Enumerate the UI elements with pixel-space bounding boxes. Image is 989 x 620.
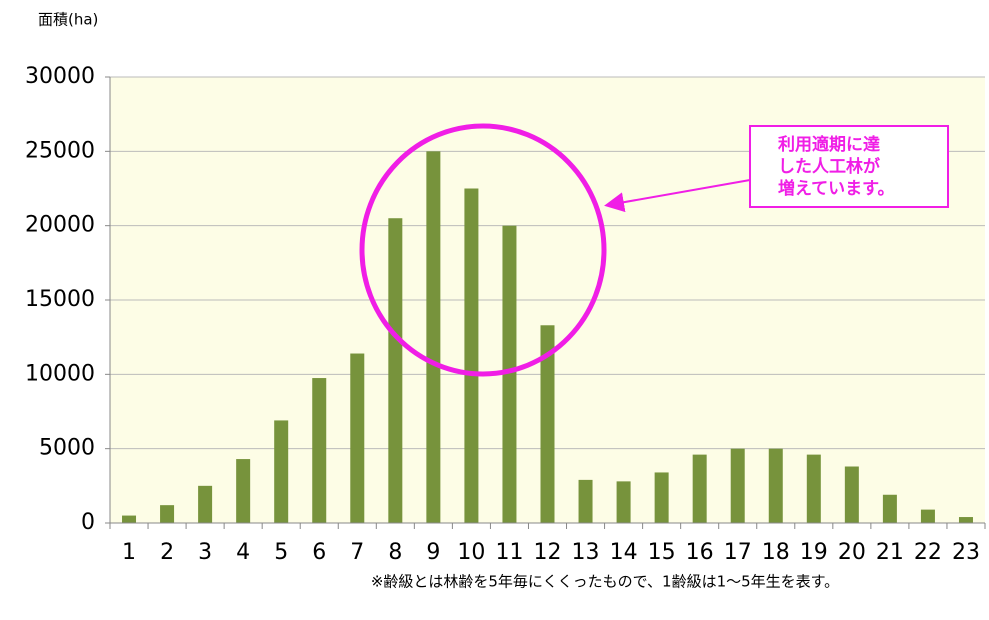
callout-text: 増えています。 [778,178,894,199]
bar [692,454,707,523]
bar [236,459,251,523]
y-tick-label: 30000 [25,64,95,89]
y-axis-label: 面積(ha) [38,11,98,29]
bar [160,505,175,523]
x-tick-label: 1 [122,540,136,565]
x-tick-label: 22 [914,540,942,565]
x-tick-label: 3 [198,540,212,565]
bar [426,151,441,524]
x-tick-label: 5 [274,540,288,565]
bar [464,188,479,523]
bar [350,353,365,523]
x-tick-label: 13 [572,540,600,565]
y-tick-label: 15000 [25,287,95,312]
bar [882,494,897,523]
callout-arrow [604,179,751,213]
footnote: ※齢級とは林齢を5年毎にくくったもので、1齢級は1～5年生を表す。 [371,573,839,591]
bar [540,325,555,523]
bar [198,485,213,523]
bar [806,454,821,523]
callout-box [749,125,949,208]
x-tick-label: 7 [350,540,364,565]
bar [578,479,593,523]
x-tick-label: 18 [762,540,790,565]
x-tick-label: 23 [952,540,980,565]
x-tick-label: 2 [160,540,174,565]
bar [844,466,859,523]
x-tick-label: 16 [686,540,714,565]
x-tick-label: 8 [388,540,402,565]
bar [502,225,517,523]
x-tick-label: 10 [457,540,485,565]
x-tick-label: 11 [495,540,523,565]
highlight-circle [359,123,607,377]
x-tick-label: 20 [838,540,866,565]
bar [312,378,327,523]
bar [730,448,745,523]
y-tick-label: 10000 [25,361,95,386]
bar [616,481,631,523]
callout-text: した人工林が [778,156,880,177]
y-tick-label: 20000 [25,213,95,238]
x-tick-label: 12 [534,540,562,565]
x-tick-label: 9 [426,540,440,565]
y-tick-label: 5000 [39,436,95,461]
bar [122,515,137,523]
x-tick-label: 14 [610,540,638,565]
bar [768,448,783,523]
x-tick-label: 6 [312,540,326,565]
x-tick-label: 15 [648,540,676,565]
bar [388,218,403,523]
bar [274,420,289,523]
bar [654,472,669,523]
x-tick-label: 19 [800,540,828,565]
x-tick-label: 21 [876,540,904,565]
y-tick-label: 25000 [25,138,95,163]
bar [920,509,935,523]
y-tick-label: 0 [81,510,95,535]
callout-text: 利用適期に達 [778,134,880,155]
bar [958,517,973,523]
x-tick-label: 17 [724,540,752,565]
x-tick-label: 4 [236,540,250,565]
